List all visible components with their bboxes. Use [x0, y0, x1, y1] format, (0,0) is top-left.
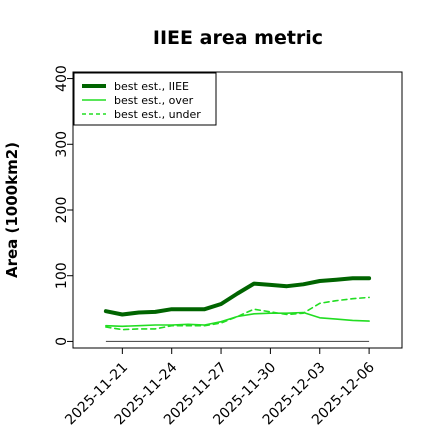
plot-area: 01002003004002025-11-212025-11-242025-11… [54, 65, 403, 428]
y-tick-label-300: 300 [54, 131, 70, 158]
legend-label-0: best est., IIEE [114, 80, 189, 93]
legend-label-2: best est., under [114, 108, 201, 121]
series-line-0 [103, 276, 372, 317]
series-line-1 [105, 311, 370, 328]
y-axis-label: Area (1000km2) [3, 142, 21, 278]
y-tick-label-200: 200 [54, 197, 70, 224]
y-tick-label-100: 100 [54, 262, 70, 289]
series-line-2 [105, 296, 370, 331]
y-tick-label-0: 0 [54, 337, 70, 346]
legend-box [73, 72, 217, 126]
legend-label-1: best est., over [114, 94, 194, 107]
y-tick-label-400: 400 [54, 65, 70, 92]
chart-title: IIEE area metric [153, 27, 323, 49]
